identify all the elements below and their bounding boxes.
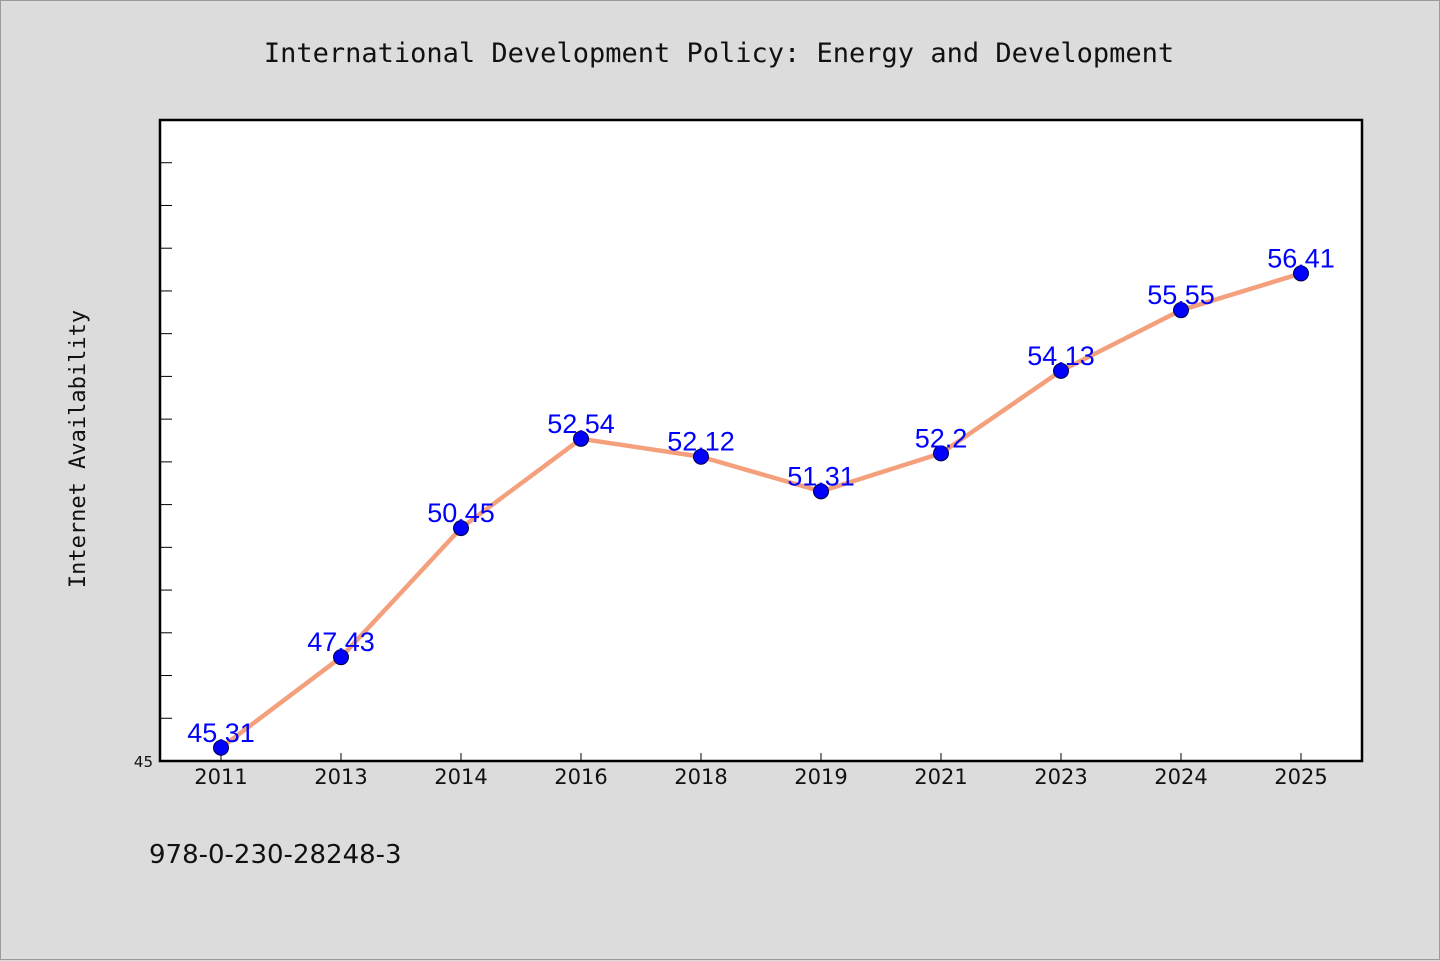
data-point <box>1293 265 1309 282</box>
data-point <box>1053 362 1069 379</box>
x-tick-label: 2016 <box>554 765 607 789</box>
x-tick-label: 2011 <box>194 765 247 789</box>
x-tick-label: 2014 <box>434 765 487 789</box>
data-label: 45.31 <box>187 718 255 748</box>
x-tick-label: 2018 <box>674 765 727 789</box>
x-tick-label: 2013 <box>314 765 367 789</box>
data-point <box>1173 302 1189 319</box>
y-axis-ticks <box>160 162 172 719</box>
data-point <box>813 483 829 500</box>
data-label: 52.12 <box>667 427 735 457</box>
data-label: 52.54 <box>547 409 615 439</box>
data-point <box>573 430 589 447</box>
x-axis-ticks: 2011 2013 2014 2016 2018 2019 2021 2023 2024 2025 <box>194 753 1328 789</box>
series-group: 45.31 47.43 50.45 52.54 52.12 51.31 52.2 54.13 5… <box>187 243 1335 756</box>
data-point <box>693 448 709 465</box>
data-label: 54.13 <box>1027 341 1095 371</box>
plot-area <box>158 118 1364 763</box>
x-tick-label: 2023 <box>1034 765 1087 789</box>
x-tick-label: 2019 <box>794 765 847 789</box>
data-label: 51.31 <box>787 461 855 491</box>
data-point <box>453 520 469 537</box>
x-tick-label: 2024 <box>1154 765 1207 789</box>
data-label: 50.45 <box>427 498 495 528</box>
data-point <box>333 649 349 666</box>
series-line <box>218 271 1304 751</box>
data-label: 47.43 <box>307 627 375 657</box>
x-tick-label: 2021 <box>914 765 967 789</box>
data-label: 55.55 <box>1147 280 1215 310</box>
y-tick-label: 45 <box>134 753 153 771</box>
isbn-footer: 978-0-230-28248-3 <box>149 840 402 870</box>
y-axis-label: Internet Availability <box>66 310 91 588</box>
x-tick-label: 2025 <box>1274 765 1327 789</box>
data-label: 52.2 <box>915 423 968 453</box>
chart-title: International Development Policy: Energy… <box>264 38 1174 69</box>
data-point <box>213 739 229 756</box>
data-point <box>933 445 949 462</box>
data-label: 56.41 <box>1267 243 1335 273</box>
